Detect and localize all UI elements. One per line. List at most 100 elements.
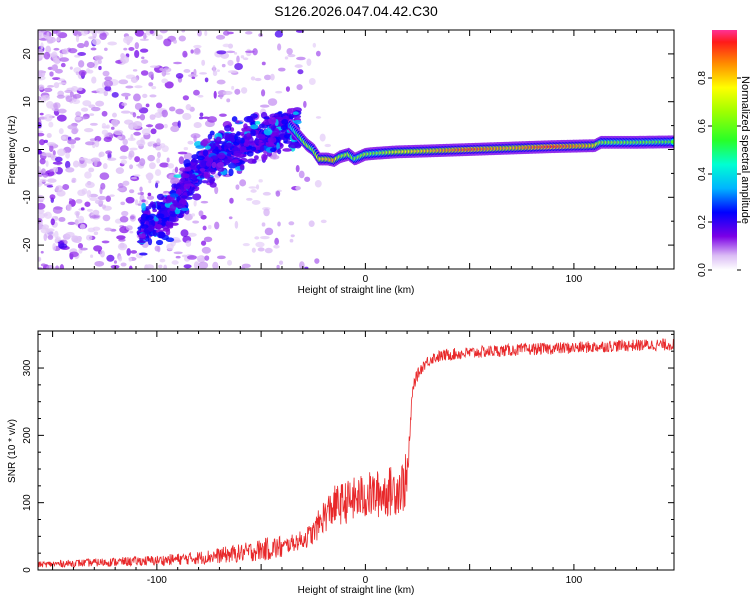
spectral-blob bbox=[239, 145, 247, 153]
spectral-blob bbox=[276, 142, 280, 151]
spectral-blob bbox=[69, 251, 79, 258]
spectral-blob bbox=[149, 65, 160, 68]
spectral-blob bbox=[293, 119, 302, 125]
colorbar-ticks: 0.0 0.2 0.4 0.6 0.8 bbox=[697, 71, 741, 277]
spectral-blob bbox=[182, 50, 188, 58]
spectral-blob bbox=[57, 78, 66, 82]
spectral-blob bbox=[139, 113, 146, 121]
spectral-blob bbox=[41, 152, 50, 157]
spectral-blob bbox=[88, 167, 95, 173]
spectral-blob bbox=[193, 89, 200, 96]
spectral-blob bbox=[239, 163, 245, 171]
spectral-blob bbox=[250, 124, 259, 130]
y-tick-label: 300 bbox=[22, 359, 33, 376]
spectral-blob bbox=[71, 99, 81, 105]
spectral-blob bbox=[280, 124, 288, 131]
spectral-blob bbox=[216, 50, 227, 55]
spectral-blob bbox=[201, 59, 206, 66]
spectral-blob bbox=[289, 238, 294, 243]
spectral-blob bbox=[292, 111, 299, 116]
spectral-blob bbox=[269, 154, 280, 160]
spectral-blob bbox=[191, 173, 196, 181]
spectral-blob bbox=[38, 171, 42, 177]
spectral-blob bbox=[201, 246, 211, 254]
spectral-blob bbox=[185, 104, 192, 111]
spectral-blob bbox=[55, 265, 59, 269]
x-tick-label: 0 bbox=[363, 575, 369, 586]
spectral-blob bbox=[219, 91, 223, 100]
spectral-blob bbox=[169, 213, 178, 217]
spectral-blob bbox=[38, 257, 41, 262]
spectral-blob bbox=[294, 64, 303, 68]
spectral-blob bbox=[104, 47, 108, 51]
spectral-blob bbox=[43, 233, 48, 241]
spectral-blob bbox=[90, 106, 101, 112]
spectral-blob bbox=[129, 189, 135, 194]
spectral-blob bbox=[115, 167, 124, 174]
spectral-blob bbox=[227, 70, 238, 74]
spectral-blob bbox=[320, 219, 327, 224]
spectral-blob bbox=[202, 225, 207, 231]
spectral-blob bbox=[287, 53, 296, 58]
spectral-blob bbox=[263, 128, 273, 136]
spectral-blob bbox=[98, 65, 102, 71]
spectral-blob bbox=[120, 262, 127, 267]
spectral-blob bbox=[204, 255, 210, 261]
spectral-blob bbox=[290, 234, 295, 238]
spectral-blob bbox=[153, 223, 163, 229]
spectral-blob bbox=[101, 240, 110, 244]
spectral-blob bbox=[112, 112, 117, 118]
spectral-blob bbox=[40, 228, 51, 234]
spectral-blob bbox=[46, 142, 56, 146]
spectral-blob bbox=[267, 98, 278, 106]
spectral-blob bbox=[120, 110, 131, 114]
spectral-blob bbox=[243, 123, 248, 130]
spectral-blob bbox=[180, 207, 190, 211]
spectral-blob bbox=[38, 150, 43, 155]
spectral-blob bbox=[193, 68, 197, 76]
x-tick-label: 100 bbox=[566, 274, 583, 285]
spectral-blob bbox=[106, 254, 115, 262]
spectral-blob bbox=[199, 72, 207, 75]
spectral-blob bbox=[77, 87, 83, 92]
colorbar-tick-label: 0.8 bbox=[697, 71, 708, 85]
spectral-blob bbox=[312, 42, 317, 48]
spectral-blob bbox=[174, 166, 179, 173]
spectral-blob bbox=[243, 141, 250, 147]
spectral-blob bbox=[52, 57, 60, 64]
spectral-blob bbox=[112, 121, 119, 127]
spectral-blob bbox=[246, 132, 252, 138]
spectral-blob bbox=[91, 76, 97, 84]
spectral-blob bbox=[251, 199, 261, 205]
spectral-blob bbox=[234, 220, 239, 229]
colorbar-tick-label: 0.2 bbox=[697, 215, 708, 229]
top-x-axis-label: Height of straight line (km) bbox=[298, 285, 415, 296]
spectral-blob bbox=[84, 40, 89, 48]
spectral-blob bbox=[78, 69, 87, 77]
spectral-blob bbox=[194, 47, 201, 54]
y-tick-label: 200 bbox=[22, 427, 33, 444]
spectral-blob bbox=[259, 135, 266, 140]
spectral-blob bbox=[134, 156, 141, 163]
spectral-blob bbox=[69, 91, 74, 97]
spectral-blob bbox=[51, 30, 59, 34]
spectral-blob bbox=[182, 95, 190, 101]
spectral-blob bbox=[78, 60, 85, 68]
spectral-blob bbox=[136, 115, 141, 119]
spectral-blob bbox=[155, 123, 165, 130]
spectral-blob bbox=[38, 176, 41, 181]
spectral-blob bbox=[102, 70, 110, 77]
spectral-blob bbox=[42, 94, 51, 101]
spectral-blob bbox=[209, 182, 217, 188]
spectral-blob bbox=[86, 208, 94, 212]
spectral-blob bbox=[193, 200, 197, 207]
spectral-blob bbox=[235, 184, 240, 190]
spectral-blob bbox=[184, 166, 192, 172]
spectral-blob bbox=[183, 147, 189, 151]
spectral-blob bbox=[295, 185, 302, 191]
spectral-blob bbox=[297, 69, 304, 75]
spectral-blob bbox=[277, 148, 282, 155]
spectral-blob bbox=[159, 258, 166, 263]
spectral-blob bbox=[38, 32, 44, 36]
spectral-blob bbox=[75, 211, 80, 219]
